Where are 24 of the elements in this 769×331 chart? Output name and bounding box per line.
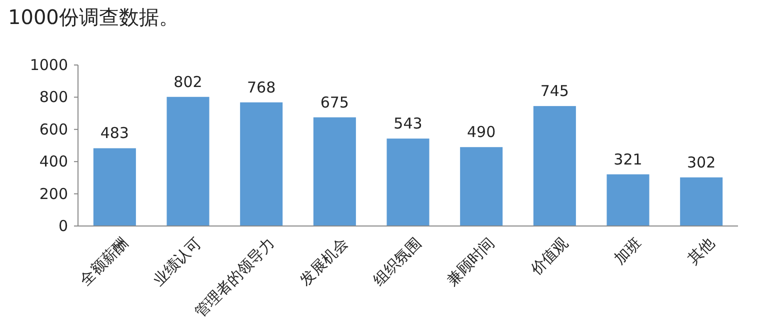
- y-tick-label: 200: [39, 184, 68, 203]
- data-label: 321: [614, 150, 642, 168]
- y-tick-label: 400: [39, 152, 68, 171]
- data-label: 490: [467, 123, 496, 142]
- x-tick-label: 组织氛围: [370, 234, 425, 290]
- data-label: 543: [394, 114, 422, 133]
- x-tick-label: 加班: [610, 234, 645, 268]
- x-tick-label: 其他: [684, 234, 718, 268]
- x-tick-label: 发展机会: [296, 234, 352, 290]
- x-tick-label: 兼顾时间: [442, 234, 498, 290]
- x-tick-label: 全额薪酬: [76, 234, 132, 290]
- data-label: 302: [687, 153, 716, 172]
- data-label: 745: [540, 82, 569, 100]
- chart-title: 1000份调查数据。: [8, 5, 179, 29]
- y-tick-label: 0: [58, 217, 68, 235]
- data-label: 802: [174, 72, 202, 91]
- y-tick-label: 600: [39, 120, 68, 138]
- data-label: 768: [247, 78, 276, 96]
- data-label: 675: [320, 93, 349, 112]
- data-label: 483: [100, 124, 129, 142]
- y-tick-label: 800: [39, 88, 68, 106]
- y-tick-label: 1000: [30, 56, 68, 74]
- x-tick-label: 价值观: [526, 234, 572, 280]
- x-tick-label: 业绩认可: [150, 234, 205, 290]
